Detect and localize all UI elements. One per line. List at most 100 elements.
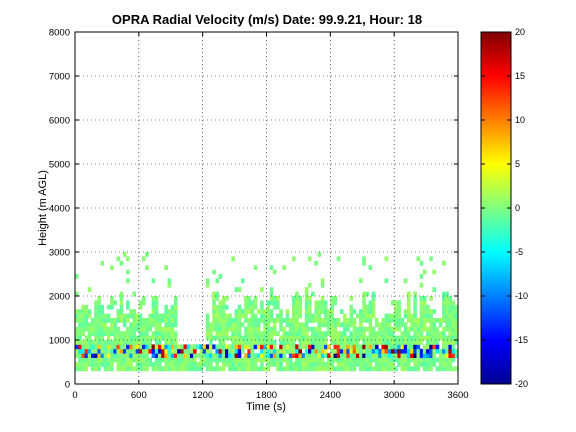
- heatmap-cell: [151, 313, 156, 319]
- heatmap-cell: [445, 300, 449, 306]
- heatmap-cell: [432, 344, 437, 350]
- heatmap-cell: [371, 348, 376, 354]
- heatmap-cell: [454, 322, 459, 328]
- heatmap-cell: [138, 348, 143, 354]
- heatmap-cell: [285, 340, 290, 345]
- heatmap-cell: [122, 344, 127, 350]
- heatmap-cell: [400, 353, 405, 358]
- heatmap-cell: [346, 344, 350, 350]
- heatmap-cell: [103, 344, 108, 350]
- heatmap-cell: [106, 331, 111, 336]
- heatmap-cell: [451, 353, 456, 358]
- heatmap-cell: [218, 326, 223, 332]
- heatmap-cell: [317, 304, 322, 310]
- heatmap-cell: [215, 344, 220, 350]
- heatmap-cell: [189, 348, 194, 354]
- heatmap-cell: [304, 318, 309, 323]
- heatmap-cell: [145, 353, 149, 358]
- heatmap-cell: [403, 278, 408, 284]
- heatmap-cell: [330, 348, 334, 354]
- heatmap-cell: [327, 326, 331, 332]
- heatmap-cell: [126, 353, 130, 358]
- heatmap-cell: [225, 357, 229, 363]
- heatmap-cell: [311, 326, 315, 332]
- heatmap-cell: [442, 318, 446, 323]
- heatmap-cell: [266, 357, 271, 363]
- heatmap-cell: [215, 326, 220, 332]
- heatmap-cell: [100, 340, 105, 345]
- heatmap-cell: [279, 313, 283, 319]
- heatmap-cell: [343, 313, 347, 319]
- heatmap-cell: [359, 313, 363, 319]
- heatmap-cell: [90, 326, 95, 332]
- heatmap-cell: [186, 366, 191, 372]
- heatmap-cell: [272, 357, 277, 363]
- heatmap-cell: [282, 265, 287, 270]
- heatmap-cell: [256, 344, 261, 350]
- heatmap-cell: [292, 348, 296, 354]
- heatmap-cell: [244, 296, 248, 301]
- heatmap-cell: [349, 357, 354, 363]
- heatmap-cell: [157, 362, 162, 367]
- heatmap-cell: [390, 331, 395, 336]
- heatmap-cell: [196, 344, 200, 350]
- heatmap-cell: [177, 366, 181, 372]
- heatmap-cell: [212, 291, 216, 297]
- heatmap-cell: [394, 300, 398, 306]
- heatmap-cell: [346, 340, 350, 345]
- heatmap-cell: [215, 362, 220, 367]
- heatmap-cell: [100, 344, 105, 350]
- heatmap-cell: [234, 335, 239, 341]
- heatmap-cell: [432, 322, 437, 328]
- heatmap-cell: [327, 309, 331, 314]
- heatmap-cell: [142, 344, 146, 350]
- heatmap-cell: [100, 348, 105, 354]
- heatmap-cell: [269, 287, 274, 292]
- heatmap-cell: [110, 300, 114, 306]
- heatmap-cell: [231, 357, 235, 363]
- heatmap-cell: [97, 362, 101, 367]
- heatmap-cell: [349, 313, 354, 319]
- heatmap-cell: [422, 300, 427, 306]
- heatmap-cell: [375, 366, 379, 372]
- heatmap-cell: [307, 353, 312, 358]
- heatmap-cell: [292, 318, 296, 323]
- heatmap-cell: [311, 291, 315, 297]
- heatmap-cell: [304, 348, 309, 354]
- heatmap-cell: [451, 318, 456, 323]
- heatmap-cell: [282, 340, 287, 345]
- heatmap-cell: [406, 326, 411, 332]
- heatmap-cell: [371, 335, 376, 341]
- heatmap-cell: [84, 340, 89, 345]
- heatmap-cell: [282, 353, 287, 358]
- heatmap-cell: [442, 353, 446, 358]
- heatmap-cell: [269, 357, 274, 363]
- heatmap-cell: [359, 278, 363, 284]
- heatmap-cell: [442, 326, 446, 332]
- heatmap-cell: [189, 344, 194, 350]
- heatmap-cell: [362, 353, 366, 358]
- heatmap-cell: [228, 348, 232, 354]
- heatmap-cell: [426, 309, 430, 314]
- heatmap-cell: [304, 353, 309, 358]
- heatmap-cell: [320, 300, 325, 306]
- heatmap-cell: [438, 335, 443, 341]
- heatmap-cell: [387, 348, 392, 354]
- heatmap-cell: [161, 353, 165, 358]
- heatmap-cell: [196, 362, 200, 367]
- heatmap-cell: [355, 348, 360, 354]
- heatmap-cell: [180, 348, 184, 354]
- heatmap-cell: [381, 366, 385, 372]
- heatmap-cell: [199, 357, 204, 363]
- heatmap-cell: [122, 318, 127, 323]
- heatmap-cell: [240, 362, 245, 367]
- heatmap-cell: [352, 326, 357, 332]
- heatmap-cell: [122, 340, 127, 345]
- heatmap-cell: [448, 322, 453, 328]
- heatmap-cell: [87, 287, 92, 292]
- heatmap-cell: [164, 313, 168, 319]
- heatmap-cell: [375, 357, 379, 363]
- heatmap-cell: [314, 326, 318, 332]
- heatmap-cell: [327, 357, 331, 363]
- heatmap-cell: [317, 335, 322, 341]
